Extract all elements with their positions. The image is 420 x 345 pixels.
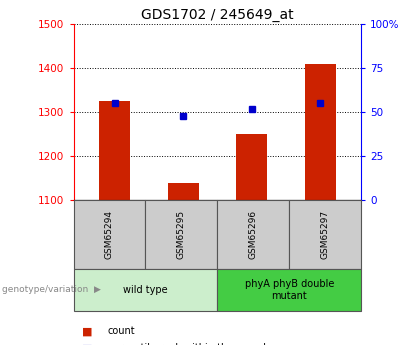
Bar bbox=[74, 200, 145, 269]
Text: GSM65296: GSM65296 bbox=[249, 210, 258, 259]
Text: GSM65295: GSM65295 bbox=[177, 210, 186, 259]
Text: percentile rank within the sample: percentile rank within the sample bbox=[107, 344, 272, 345]
Text: ■: ■ bbox=[82, 344, 92, 345]
Bar bbox=[218, 269, 361, 310]
Bar bbox=[236, 134, 267, 200]
Bar bbox=[218, 200, 289, 269]
Title: GDS1702 / 245649_at: GDS1702 / 245649_at bbox=[141, 8, 294, 22]
Bar bbox=[74, 269, 218, 310]
Bar bbox=[304, 64, 336, 200]
Text: GSM65297: GSM65297 bbox=[321, 210, 330, 259]
Text: genotype/variation  ▶: genotype/variation ▶ bbox=[2, 285, 101, 294]
Bar bbox=[289, 200, 361, 269]
Bar bbox=[99, 101, 130, 200]
Text: phyA phyB double
mutant: phyA phyB double mutant bbox=[244, 279, 334, 300]
Bar bbox=[168, 183, 199, 200]
Text: GSM65294: GSM65294 bbox=[105, 210, 114, 259]
Text: wild type: wild type bbox=[123, 285, 168, 295]
Text: ■: ■ bbox=[82, 326, 92, 336]
Bar bbox=[145, 200, 218, 269]
Text: count: count bbox=[107, 326, 135, 336]
